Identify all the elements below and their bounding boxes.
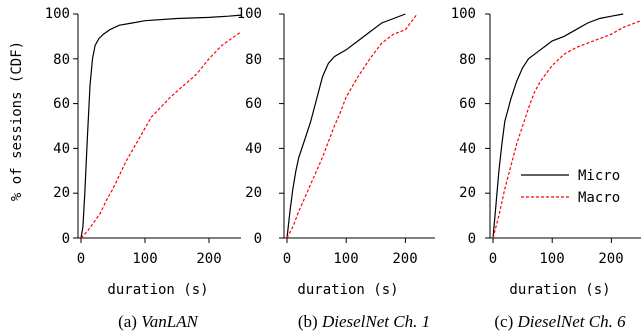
series-line-micro	[492, 13, 624, 239]
axes	[73, 13, 241, 243]
series-line-micro	[286, 13, 406, 239]
y-tick-label: 60	[245, 96, 262, 112]
y-tick-label: 40	[53, 141, 70, 157]
caption-prefix: (a)	[118, 312, 137, 331]
x-tick-label: 100	[333, 251, 358, 267]
x-tick-labels: 0 100 200	[489, 251, 624, 267]
x-tick-label: 200	[196, 251, 221, 267]
axes	[485, 13, 641, 243]
y-tick-label: 100	[451, 6, 476, 22]
caption-name: VanLAN	[141, 312, 199, 331]
x-tick-label: 100	[539, 251, 564, 267]
axes	[279, 13, 435, 243]
caption: (c) DieselNet Ch. 6	[494, 312, 626, 331]
series-line-macro	[286, 13, 418, 239]
caption: (b) DieselNet Ch. 1	[298, 312, 430, 331]
x-axis-label: duration (s)	[297, 282, 398, 298]
x-tick-labels: 0 100 200	[283, 251, 418, 267]
legend-macro-label: Macro	[578, 190, 620, 206]
x-axis-label: duration (s)	[107, 282, 208, 298]
y-tick-labels: 100 80 60 40 20 0	[45, 6, 70, 247]
y-tick-label: 100	[45, 6, 70, 22]
y-tick-label: 60	[53, 96, 70, 112]
x-tick-label: 0	[489, 251, 497, 267]
caption-name: DieselNet Ch. 6	[516, 312, 626, 331]
legend: Micro Macro	[521, 168, 620, 206]
x-tick-label: 0	[283, 251, 291, 267]
x-tick-label: 200	[598, 251, 623, 267]
y-tick-label: 0	[254, 231, 262, 247]
caption-prefix: (c)	[494, 312, 513, 331]
x-tick-label: 0	[77, 251, 85, 267]
x-tick-label: 200	[392, 251, 417, 267]
series-line-micro	[80, 14, 242, 239]
y-tick-label: 40	[459, 141, 476, 157]
y-tick-label: 20	[459, 185, 476, 201]
y-tick-label: 60	[459, 96, 476, 112]
y-tick-label: 20	[245, 185, 262, 201]
y-tick-label: 20	[53, 185, 70, 201]
y-tick-labels: 100 80 60 40 20 0	[237, 6, 262, 247]
caption: (a) VanLAN	[118, 312, 199, 331]
y-tick-label: 80	[459, 52, 476, 68]
y-tick-label: 80	[53, 52, 70, 68]
caption-name: DieselNet Ch. 1	[321, 312, 430, 331]
x-tick-labels: 0 100 200	[77, 251, 222, 267]
series-line-macro	[492, 20, 642, 239]
legend-micro-label: Micro	[578, 168, 620, 184]
y-tick-labels: 100 80 60 40 20 0	[451, 6, 476, 247]
y-tick-label: 80	[245, 52, 262, 68]
y-tick-label: 100	[237, 6, 262, 22]
panel-dieselnet-ch6: 100 80 60 40 20 0 0 100 200 duration (s)…	[451, 6, 642, 331]
y-tick-label: 40	[245, 141, 262, 157]
y-tick-label: 0	[468, 231, 476, 247]
caption-prefix: (b)	[298, 312, 318, 331]
series-line-macro	[80, 31, 242, 239]
x-axis-label: duration (s)	[509, 282, 610, 298]
x-tick-label: 100	[132, 251, 157, 267]
panel-vanlan: 100 80 60 40 20 0 0 100 200 duration (s)…	[45, 6, 242, 331]
y-tick-label: 0	[62, 231, 70, 247]
panel-dieselnet-ch1: 100 80 60 40 20 0 0 100 200 duration (s)…	[237, 6, 435, 331]
y-axis-label: % of sessions (CDF)	[9, 41, 25, 201]
